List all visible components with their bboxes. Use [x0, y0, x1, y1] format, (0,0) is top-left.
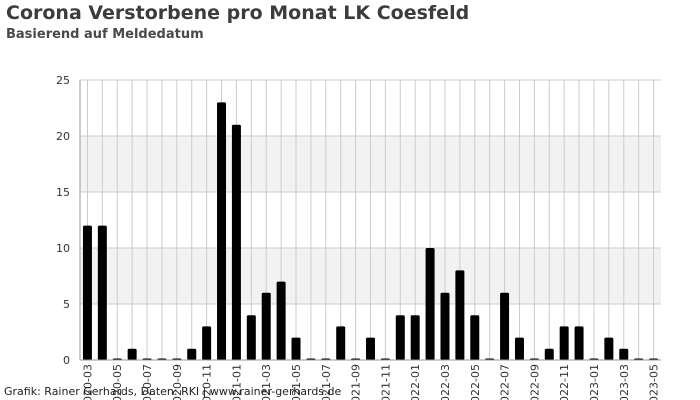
- x-tick-label: 2021-11: [379, 364, 392, 400]
- bar: [187, 348, 197, 360]
- x-axis-tick-labels: 2020-03 2020-05 2020-07 2020-09 2020-11 2021-…: [81, 364, 660, 400]
- bar: [544, 348, 554, 360]
- bar: [261, 292, 271, 360]
- bar: [366, 337, 375, 360]
- axes: [79, 80, 661, 361]
- x-tick-label: 2022-03: [439, 364, 452, 400]
- bar: [514, 337, 524, 360]
- bar: [410, 315, 420, 360]
- bar: [470, 315, 480, 360]
- x-tick-label: 2022-01: [409, 364, 422, 400]
- x-tick-label: 2023-05: [648, 364, 661, 400]
- bar: [574, 326, 584, 360]
- y-tick-label: 5: [63, 298, 70, 311]
- x-tick-label: 2020-03: [81, 364, 94, 400]
- bar: [276, 281, 286, 360]
- bar: [425, 248, 435, 360]
- chart-title: Corona Verstorbene pro Monat LK Coesfeld: [6, 2, 470, 24]
- bar: [440, 292, 450, 360]
- bar: [97, 225, 107, 360]
- bar: [500, 292, 510, 360]
- x-tick-label: 2020-11: [201, 364, 214, 400]
- x-tick-label: 2021-01: [230, 364, 243, 400]
- x-tick-label: 2021-05: [290, 364, 303, 400]
- y-tick-label: 20: [56, 130, 70, 143]
- x-tick-label: 2021-03: [260, 364, 273, 400]
- bar: [202, 326, 212, 360]
- x-tick-label: 2022-09: [528, 364, 541, 400]
- bar: [604, 337, 614, 360]
- y-tick-label: 15: [56, 186, 70, 199]
- bar-series: [82, 102, 659, 361]
- y-tick-label: 10: [56, 242, 70, 255]
- bar: [559, 326, 569, 360]
- x-tick-label: 2023-03: [618, 364, 631, 400]
- x-tick-label: 2023-01: [588, 364, 601, 400]
- vertical-gridlines: [86, 80, 655, 360]
- bar: [395, 315, 405, 360]
- x-tick-label: 2022-05: [469, 364, 482, 400]
- source-credit: Grafik: Rainer Gerhards, Daten: RKI | ww…: [4, 385, 342, 398]
- y-tick-label: 0: [63, 354, 70, 367]
- bar: [246, 315, 256, 360]
- bar: [291, 337, 301, 360]
- x-tick-label: 2020-05: [111, 364, 124, 400]
- bar: [455, 270, 465, 360]
- chart-subtitle: Basierend auf Meldedatum: [6, 27, 204, 42]
- y-axis-tick-labels: 0 5 10 15 20 25: [56, 74, 70, 367]
- x-tick-label: 2020-09: [171, 364, 184, 400]
- bar: [336, 326, 346, 360]
- x-tick-label: 2021-07: [320, 364, 333, 400]
- x-tick-label: 2020-07: [141, 364, 154, 400]
- bar: [127, 348, 137, 360]
- x-tick-label: 2022-11: [558, 364, 571, 400]
- bar: [217, 102, 227, 361]
- x-tick-label: 2022-07: [499, 364, 512, 400]
- bar: [82, 225, 92, 360]
- x-tick-label: 2021-09: [350, 364, 363, 400]
- bar: [231, 124, 241, 360]
- y-tick-label: 25: [56, 74, 70, 87]
- bar: [619, 348, 629, 360]
